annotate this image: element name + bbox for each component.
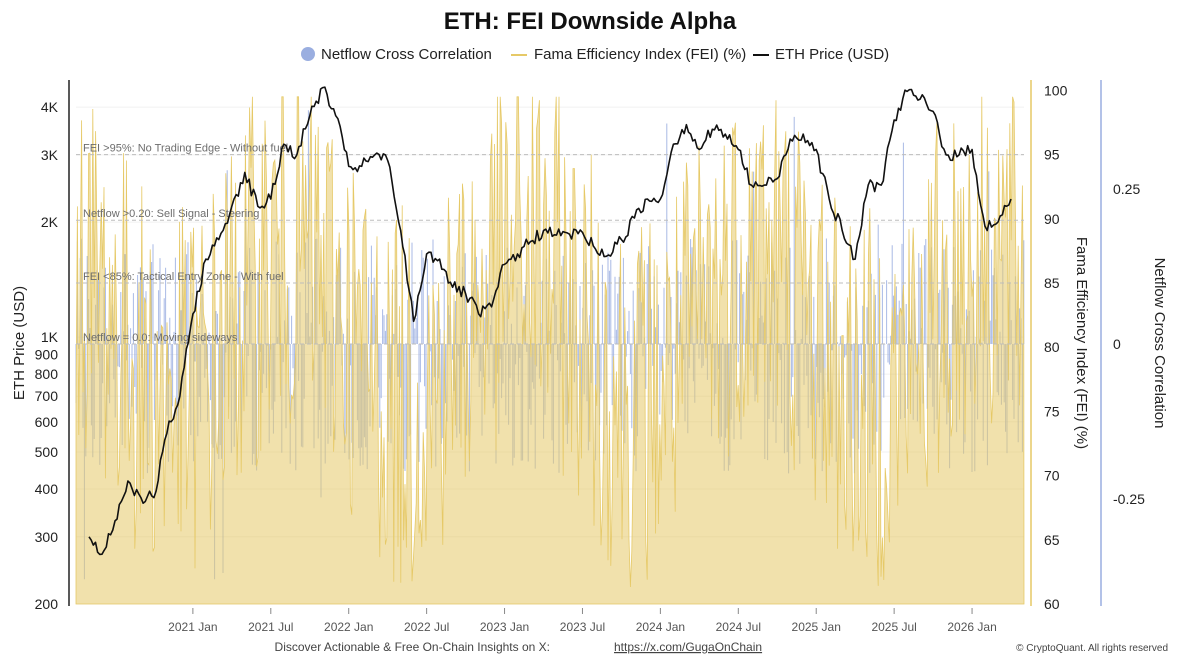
left-tick-label-2: 400 <box>35 481 59 497</box>
annotations: FEI >95%: No Trading Edge - Without fuel… <box>76 143 1024 345</box>
left-tick-label-6: 800 <box>35 366 59 382</box>
netflow-axis-ticks: 0.25 0 -0.25 <box>1113 181 1145 507</box>
fei-tick-label-4: 80 <box>1044 339 1060 355</box>
axes <box>68 80 1102 606</box>
fei-tick-label-3: 75 <box>1044 403 1060 419</box>
chart-title: ETH: FEI Downside Alpha <box>444 8 737 35</box>
left-tick-label-3: 500 <box>35 444 59 460</box>
left-tick-label-1: 300 <box>35 529 59 545</box>
fei-tick-label-6: 90 <box>1044 211 1060 227</box>
legend-label-fei: Fama Efficiency Index (FEI) (%) <box>534 46 746 63</box>
left-tick-label-7: 900 <box>35 347 59 363</box>
x-tick-label-0: 2021 Jan <box>168 620 217 634</box>
fei-area <box>75 96 1025 605</box>
fei-series <box>75 96 1025 605</box>
left-tick-label-11: 4K <box>41 99 59 115</box>
x-tick-label-4: 2023 Jan <box>480 620 529 634</box>
left-tick-label-5: 700 <box>35 388 59 404</box>
x-tick-label-7: 2024 Jul <box>716 620 761 634</box>
left-tick-label-4: 600 <box>35 414 59 430</box>
copyright: © CryptoQuant. All rights reserved <box>1016 643 1168 654</box>
netflow-tick-label-1: 0 <box>1113 336 1121 352</box>
x-tick-label-9: 2025 Jul <box>871 620 916 634</box>
left-axis-label: ETH Price (USD) <box>11 286 28 400</box>
x-tick-label-6: 2024 Jan <box>636 620 685 634</box>
x-tick-label-1: 2021 Jul <box>248 620 293 634</box>
x-tick-label-10: 2026 Jan <box>947 620 996 634</box>
annotation-label-1: Netflow >0.20: Sell Signal - Steering <box>83 208 259 220</box>
x-axis-ticks: 2021 Jan 2021 Jul 2022 Jan 2022 Jul 2023 Jan… <box>168 608 997 634</box>
left-tick-label-10: 3K <box>41 147 59 163</box>
legend: Netflow Cross Correlation Fama Efficienc… <box>301 46 889 63</box>
left-tick-label-9: 2K <box>41 214 59 230</box>
fei-axis-ticks: 60 65 70 75 80 85 90 95 100 <box>1044 82 1068 612</box>
left-tick-label-8: 1K <box>41 329 59 345</box>
footer-text: Discover Actionable & Free On-Chain Insi… <box>275 640 550 654</box>
fei-tick-label-8: 100 <box>1044 82 1068 98</box>
fei-tick-label-2: 70 <box>1044 468 1060 484</box>
eth-price-line <box>88 86 1012 556</box>
legend-label-eth-price: ETH Price (USD) <box>775 46 889 63</box>
netflow-tick-label-0: 0.25 <box>1113 181 1140 197</box>
netflow-axis-label: Netflow Cross Correlation <box>1151 258 1168 429</box>
x-tick-label-8: 2025 Jan <box>792 620 841 634</box>
annotation-label-3: Netflow = 0.0: Moving sideways <box>83 332 238 344</box>
eth-price-series <box>88 86 1012 556</box>
fei-tick-label-7: 95 <box>1044 147 1060 163</box>
footer-link[interactable]: https://x.com/GugaOnChain <box>614 640 762 654</box>
annotation-label-2: FEI <85%: Tactical Entry Zone - With fue… <box>83 271 284 283</box>
x-tick-label-2: 2022 Jan <box>324 620 373 634</box>
legend-dot-netflow <box>301 47 315 61</box>
fei-tick-label-5: 85 <box>1044 275 1060 291</box>
fei-tick-label-0: 60 <box>1044 596 1060 612</box>
fei-axis-label: Fama Efficiency Index (FEI) (%) <box>1073 237 1090 449</box>
netflow-tick-label-2: -0.25 <box>1113 491 1145 507</box>
x-tick-label-5: 2023 Jul <box>560 620 605 634</box>
annotation-label-0: FEI >95%: No Trading Edge - Without fuel <box>83 143 288 155</box>
fei-tick-label-1: 65 <box>1044 532 1060 548</box>
left-tick-label-0: 200 <box>35 596 59 612</box>
left-axis-ticks: 200 300 400 500 600 700 800 900 1K 2K 3K 4K <box>35 99 59 612</box>
legend-label-netflow: Netflow Cross Correlation <box>321 46 492 63</box>
x-tick-label-3: 2022 Jul <box>404 620 449 634</box>
